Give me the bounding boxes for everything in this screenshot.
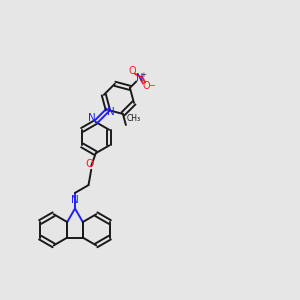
Text: +: + <box>140 72 146 78</box>
Text: N: N <box>136 73 143 83</box>
Text: N: N <box>107 107 115 117</box>
Text: O: O <box>85 159 94 169</box>
Text: O: O <box>128 66 136 76</box>
Text: O: O <box>143 80 151 91</box>
Text: N: N <box>71 195 79 205</box>
Text: CH₃: CH₃ <box>127 115 141 124</box>
Text: −: − <box>148 81 156 90</box>
Text: N: N <box>88 113 96 123</box>
